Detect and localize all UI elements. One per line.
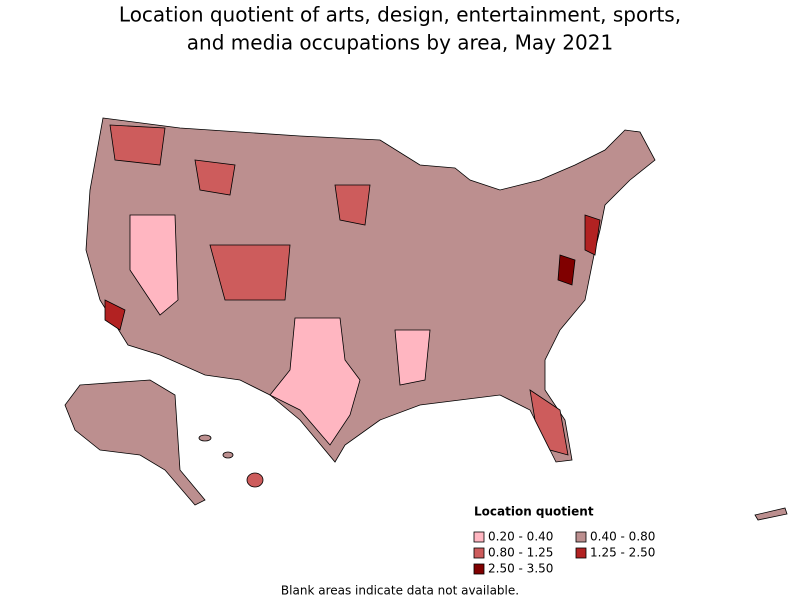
legend-label: 2.50 - 3.50 [488, 562, 553, 576]
region [269, 317, 361, 446]
hawaii [246, 472, 264, 488]
region [557, 254, 576, 286]
legend-swatch [473, 563, 485, 575]
alaska [64, 379, 206, 506]
legend-label: 0.40 - 0.80 [590, 530, 655, 544]
legend-swatch [473, 531, 485, 543]
legend: 0.20 - 0.40 0.40 - 0.80 0.80 - 1.25 1.25 - … [473, 530, 655, 576]
region [334, 184, 371, 226]
puerto-rico [754, 507, 788, 521]
region [194, 159, 236, 196]
legend-title: Location quotient [474, 505, 594, 519]
title-line: Location quotient of arts, design, enter… [119, 3, 681, 27]
note: Blank areas indicate data not available. [281, 584, 519, 598]
legend-label: 1.25 - 2.50 [590, 546, 655, 560]
hawaii [222, 451, 234, 459]
region [129, 214, 179, 316]
region [529, 389, 569, 456]
legend-swatch [575, 547, 587, 559]
region [104, 299, 126, 331]
title-line: and media occupations by area, May 2021 [187, 31, 613, 55]
us-mainland [85, 117, 656, 463]
region [209, 244, 291, 301]
legend-swatch [575, 531, 587, 543]
legend-label: 0.80 - 1.25 [488, 546, 553, 560]
region [584, 214, 601, 256]
region [394, 329, 431, 386]
region [109, 124, 166, 166]
hawaii [198, 434, 212, 442]
map [64, 117, 788, 521]
legend-label: 0.20 - 0.40 [488, 530, 553, 544]
legend-swatch [473, 547, 485, 559]
